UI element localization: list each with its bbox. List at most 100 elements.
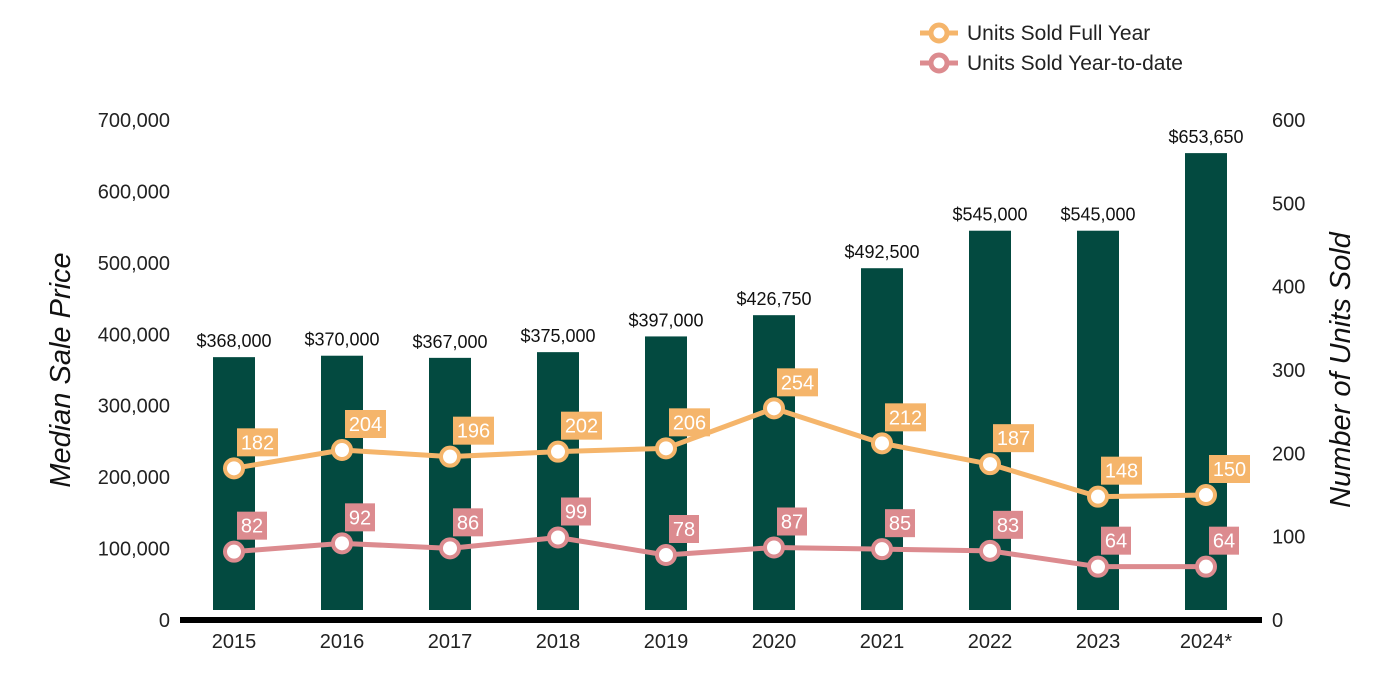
point-ytd: [439, 537, 461, 560]
legend-marker-full-year: [928, 22, 950, 44]
point-full-year: [547, 440, 569, 463]
bar-value-label: $492,500: [844, 242, 919, 262]
point-ytd: [1087, 555, 1109, 578]
bar-labels-layer: $368,000 $370,000 $367,000 $375,000 $397,000…: [196, 127, 1243, 352]
x-tick-label: 2015: [212, 631, 257, 653]
x-axis-ticks: 2015 2016 2017 2018 2019 2020 2021 2022 2023 2024…: [212, 631, 1233, 653]
y-tick-label: 300,000: [98, 396, 170, 418]
bar-value-label: $545,000: [1060, 205, 1135, 225]
point-label-bg-ytd: [453, 508, 483, 537]
series-line-full-year: [233, 405, 1207, 500]
bar-2019: [645, 336, 687, 610]
y-tick-label: 0: [159, 610, 170, 632]
point-label-bg-full-year: [1209, 455, 1250, 483]
x-tick-label: 2018: [536, 631, 581, 653]
bar-2016: [321, 355, 363, 610]
point-label-full-year: 196: [457, 421, 490, 443]
bar-value-label: $397,000: [628, 310, 703, 330]
x-tick-label: 2021: [860, 631, 905, 653]
point-label-full-year: 187: [997, 428, 1030, 450]
legend-label-full-year: Units Sold Full Year: [967, 22, 1150, 45]
point-label-ytd: 87: [781, 512, 803, 534]
point-label-ytd: 78: [673, 519, 695, 541]
point-full-year: [871, 432, 893, 455]
point-label-bg-ytd: [777, 507, 807, 536]
legend-item-ytd: Units Sold Year-to-date: [920, 52, 1183, 75]
point-label-bg-full-year: [561, 411, 602, 440]
legend: Units Sold Full Year Units Sold Year-to-…: [920, 22, 1183, 75]
point-label-ytd: 64: [1213, 531, 1235, 553]
point-full-year: [763, 397, 785, 420]
point-label-bg-full-year: [1101, 456, 1142, 485]
point-label-ytd: 85: [889, 513, 911, 535]
point-label-full-year: 150: [1213, 459, 1246, 481]
lines-layer: 182 204 196 202 206 254 212 187 148 150 82 92 86 99 78…: [223, 368, 1250, 578]
point-full-year: [223, 457, 245, 480]
point-label-full-year: 182: [241, 432, 274, 454]
y2-tick-label: 400: [1272, 277, 1305, 299]
y-tick-label: 400,000: [98, 324, 170, 346]
x-tick-label: 2022: [968, 631, 1013, 653]
y-axis-title: Median Sale Price: [45, 252, 77, 487]
bar-2015: [213, 357, 255, 610]
point-ytd: [655, 544, 677, 566]
point-full-year: [1087, 485, 1109, 508]
legend-item-full-year: Units Sold Full Year: [920, 22, 1150, 45]
x-tick-label: 2019: [644, 631, 689, 653]
point-ytd: [547, 526, 569, 549]
bar-2020: [753, 315, 795, 610]
point-label-bg-full-year: [885, 403, 926, 432]
y2-tick-label: 300: [1272, 360, 1305, 382]
point-label-bg-ytd: [345, 503, 375, 532]
point-label-ytd: 99: [565, 502, 587, 524]
y2-tick-label: 100: [1272, 527, 1305, 549]
point-full-year: [331, 439, 353, 461]
y-axis-ticks: 0 100,000 200,000 300,000 400,000 500,000 600,…: [98, 110, 170, 632]
point-label-bg-full-year: [453, 416, 494, 445]
bar-2017: [429, 357, 471, 610]
bar-value-label: $370,000: [304, 330, 379, 350]
legend-label-ytd: Units Sold Year-to-date: [967, 52, 1183, 75]
bar-2018: [537, 352, 579, 610]
y2-tick-label: 0: [1272, 610, 1283, 632]
x-tick-label: 2016: [320, 631, 365, 653]
point-label-bg-ytd: [993, 510, 1023, 539]
point-full-year: [439, 445, 461, 468]
point-ytd: [763, 536, 785, 559]
point-label-full-year: 254: [781, 372, 814, 394]
point-label-bg-ytd: [1209, 526, 1239, 555]
point-label-bg-full-year: [993, 424, 1034, 453]
legend-marker-ytd: [928, 52, 950, 74]
x-tick-label: 2023: [1076, 631, 1121, 653]
point-full-year: [979, 453, 1001, 476]
point-label-ytd: 83: [997, 515, 1019, 537]
point-label-bg-ytd: [669, 515, 699, 543]
point-ytd: [223, 540, 245, 563]
point-ytd: [1195, 555, 1217, 578]
y-tick-label: 500,000: [98, 253, 170, 275]
point-label-bg-ytd: [561, 497, 591, 526]
point-label-bg-ytd: [237, 511, 267, 540]
point-label-ytd: 86: [457, 512, 479, 534]
point-label-bg-ytd: [885, 509, 915, 538]
point-label-ytd: 64: [1105, 531, 1127, 553]
point-label-bg-full-year: [345, 410, 386, 438]
point-label-ytd: 92: [349, 507, 371, 529]
x-tick-label: 2024*: [1180, 631, 1232, 653]
point-label-bg-full-year: [669, 408, 710, 437]
point-full-year: [1195, 484, 1217, 506]
point-label-bg-ytd: [1101, 526, 1131, 555]
point-label-bg-full-year: [237, 428, 278, 457]
x-tick-label: 2020: [752, 631, 797, 653]
y-tick-label: 200,000: [98, 467, 170, 489]
point-ytd: [331, 532, 353, 555]
y-tick-label: 100,000: [98, 539, 170, 561]
point-label-full-year: 204: [349, 414, 382, 436]
bar-value-label: $426,750: [736, 289, 811, 309]
y2-tick-label: 200: [1272, 443, 1305, 465]
y2-axis-ticks: 0 100 200 300 400 500 600: [1272, 110, 1305, 632]
bar-value-label: $653,650: [1168, 127, 1243, 147]
y-tick-label: 600,000: [98, 181, 170, 203]
point-ytd: [871, 538, 893, 561]
